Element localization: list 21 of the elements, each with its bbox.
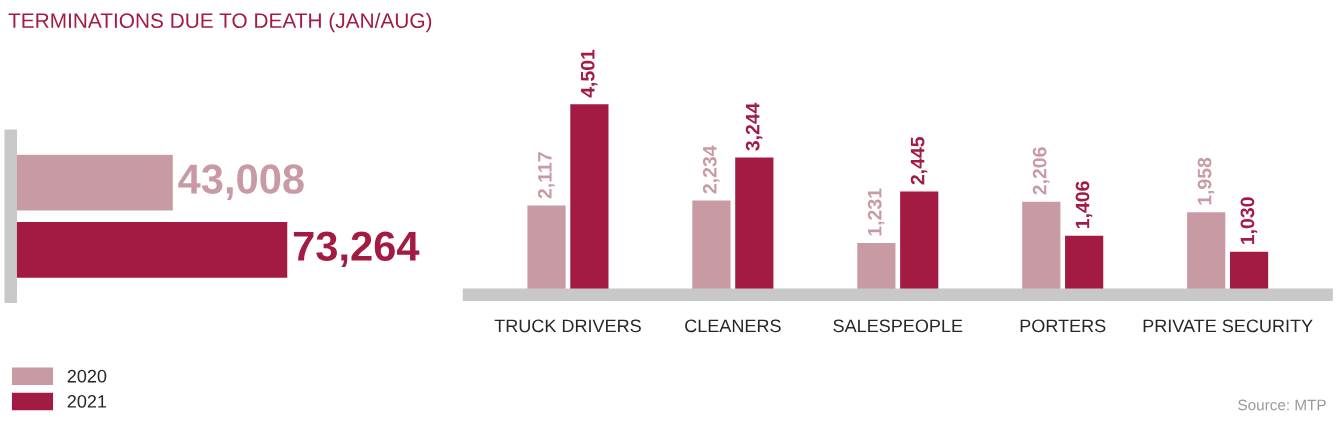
- data-label: 2,206: [1032, 147, 1050, 195]
- data-label: 4,501: [580, 49, 598, 98]
- source-note: Source: MTP: [1238, 399, 1326, 411]
- data-label: 3,244: [745, 102, 763, 151]
- data-label: 73,264: [293, 231, 420, 268]
- x-tick-label: PORTERS: [1020, 319, 1106, 333]
- data-label: 2,445: [910, 137, 928, 185]
- data-label: 2,117: [537, 152, 555, 199]
- data-label: 1,406: [1075, 181, 1093, 229]
- data-label: 1,958: [1197, 157, 1215, 205]
- legend-label: 2021: [67, 395, 107, 408]
- x-tick-label: TRUCK DRIVERS: [494, 319, 641, 333]
- x-tick-label: SALESPEOPLE: [833, 319, 963, 333]
- x-tick-label: PRIVATE SECURITY: [1143, 319, 1313, 333]
- data-label: 43,008: [178, 164, 304, 200]
- legend-label: 2020: [67, 369, 107, 383]
- data-label: 1,030: [1240, 197, 1258, 244]
- data-label: 2,234: [702, 145, 720, 194]
- data-label: 1,231: [867, 188, 885, 236]
- x-tick-label: CLEANERS: [685, 319, 781, 333]
- chart-title: TERMINATIONS DUE TO DEATH (JAN/AUG): [8, 12, 432, 33]
